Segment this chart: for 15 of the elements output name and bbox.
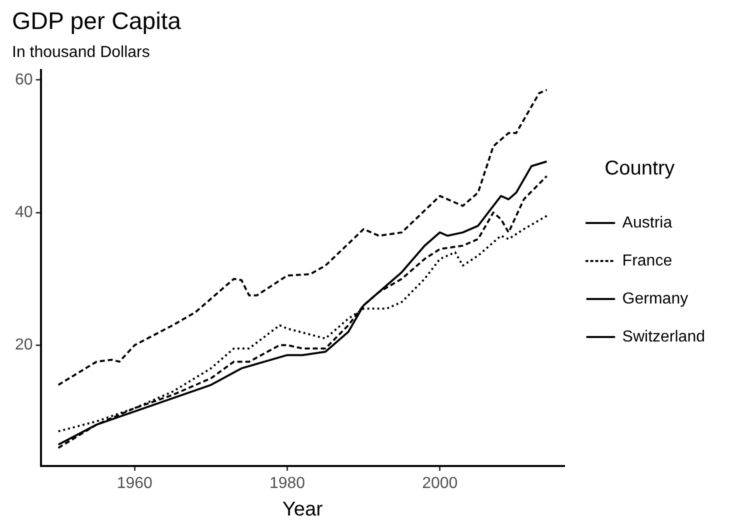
- y-tick-label: 40: [15, 204, 33, 221]
- legend-label: Switzerland: [622, 328, 705, 346]
- chart-title: GDP per Capita: [12, 8, 182, 36]
- x-tick-label: 1960: [116, 474, 153, 492]
- legend-title: Country: [604, 158, 675, 180]
- y-tick-label: 20: [15, 336, 33, 354]
- x-tick-label: 1980: [269, 474, 306, 492]
- legend-label: Austria: [622, 214, 672, 232]
- line-series: [57, 88, 548, 386]
- legend-label: France: [622, 252, 672, 270]
- x-tick-label: 2000: [422, 474, 458, 492]
- legend-label: Germany: [622, 290, 688, 308]
- y-tick-label: 60: [15, 71, 33, 88]
- chart-subtitle: In thousand Dollars: [12, 44, 150, 61]
- x-axis-title: Year: [282, 498, 324, 521]
